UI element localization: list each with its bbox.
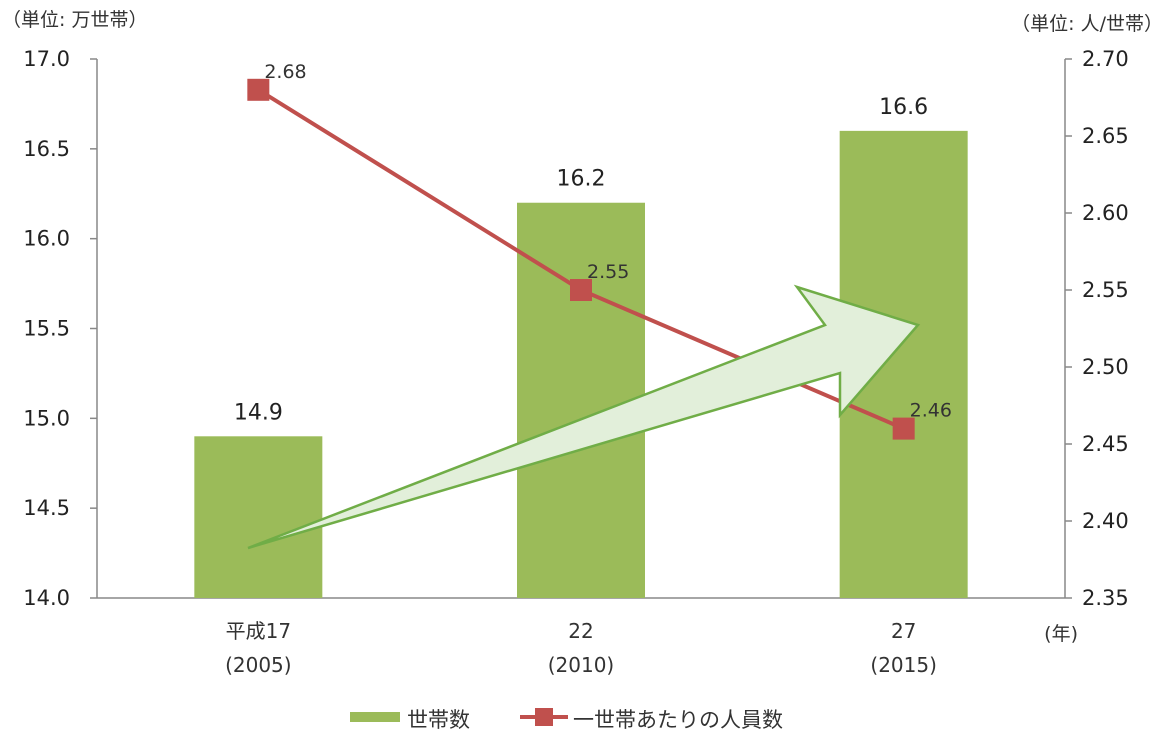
x-tick-label-year: (2010) bbox=[548, 653, 615, 677]
y-right-tick-label: 2.35 bbox=[1082, 586, 1129, 610]
x-tick-label-year: (2015) bbox=[870, 653, 937, 677]
bar-data-label: 16.2 bbox=[557, 167, 606, 192]
bar-series: 14.9 16.2 16.6 bbox=[194, 95, 968, 598]
legend: 世帯数 一世帯あたりの人員数 bbox=[350, 708, 783, 732]
y-right-tick-label: 2.70 bbox=[1082, 47, 1129, 71]
axes: 14.0 14.5 15.0 15.5 16.0 16.5 17.0 2.35 2.40 2.45… bbox=[23, 47, 1129, 610]
bar-data-label: 16.6 bbox=[879, 95, 928, 120]
x-tick-labels: 平成17 (2005) 22 (2010) 27 (2015) bbox=[225, 619, 937, 677]
line-data-label: 2.46 bbox=[910, 400, 952, 422]
x-unit-label: (年) bbox=[1044, 623, 1078, 645]
trend-arrow-shape bbox=[247, 284, 921, 550]
y-right-tick-label: 2.65 bbox=[1082, 124, 1129, 148]
y-right-tick-label: 2.40 bbox=[1082, 509, 1129, 533]
y-left-tick-label: 14.0 bbox=[23, 586, 70, 610]
trend-arrow bbox=[247, 284, 921, 550]
bar-data-label: 14.9 bbox=[234, 400, 283, 425]
y-left-unit-label: （単位: 万世帯） bbox=[2, 9, 147, 31]
line-marker bbox=[247, 78, 270, 101]
y-left-tick-label: 16.0 bbox=[23, 227, 70, 251]
y-right-tick-label: 2.45 bbox=[1082, 432, 1129, 456]
legend-bar-swatch bbox=[350, 712, 400, 722]
legend-bar-label: 世帯数 bbox=[407, 708, 470, 732]
x-tick-label-year: (2005) bbox=[225, 653, 292, 677]
y-left-tick-label: 16.5 bbox=[23, 137, 70, 161]
bar bbox=[517, 202, 645, 598]
x-tick-label: 平成17 bbox=[226, 619, 291, 643]
y-left-tick-label: 17.0 bbox=[23, 47, 70, 71]
bar bbox=[194, 436, 323, 598]
y-right-tick-label: 2.60 bbox=[1082, 201, 1129, 225]
y-right-tick-label: 2.50 bbox=[1082, 355, 1129, 379]
y-left-tick-label: 15.0 bbox=[23, 406, 70, 430]
legend-line-marker bbox=[535, 708, 553, 726]
y-left-tick-label: 14.5 bbox=[23, 496, 70, 520]
y-right-unit-label: （単位: 人/世帯） bbox=[1011, 13, 1163, 35]
legend-line-label: 一世帯あたりの人員数 bbox=[573, 708, 783, 732]
line-data-label: 2.68 bbox=[264, 61, 306, 83]
x-tick-label: 27 bbox=[891, 619, 916, 643]
y-right-tick-label: 2.55 bbox=[1082, 278, 1129, 302]
line-data-label: 2.55 bbox=[587, 261, 629, 283]
line-marker bbox=[892, 417, 915, 440]
x-tick-label: 22 bbox=[568, 619, 593, 643]
y-left-tick-label: 15.5 bbox=[23, 317, 70, 341]
line-marker bbox=[570, 279, 592, 301]
